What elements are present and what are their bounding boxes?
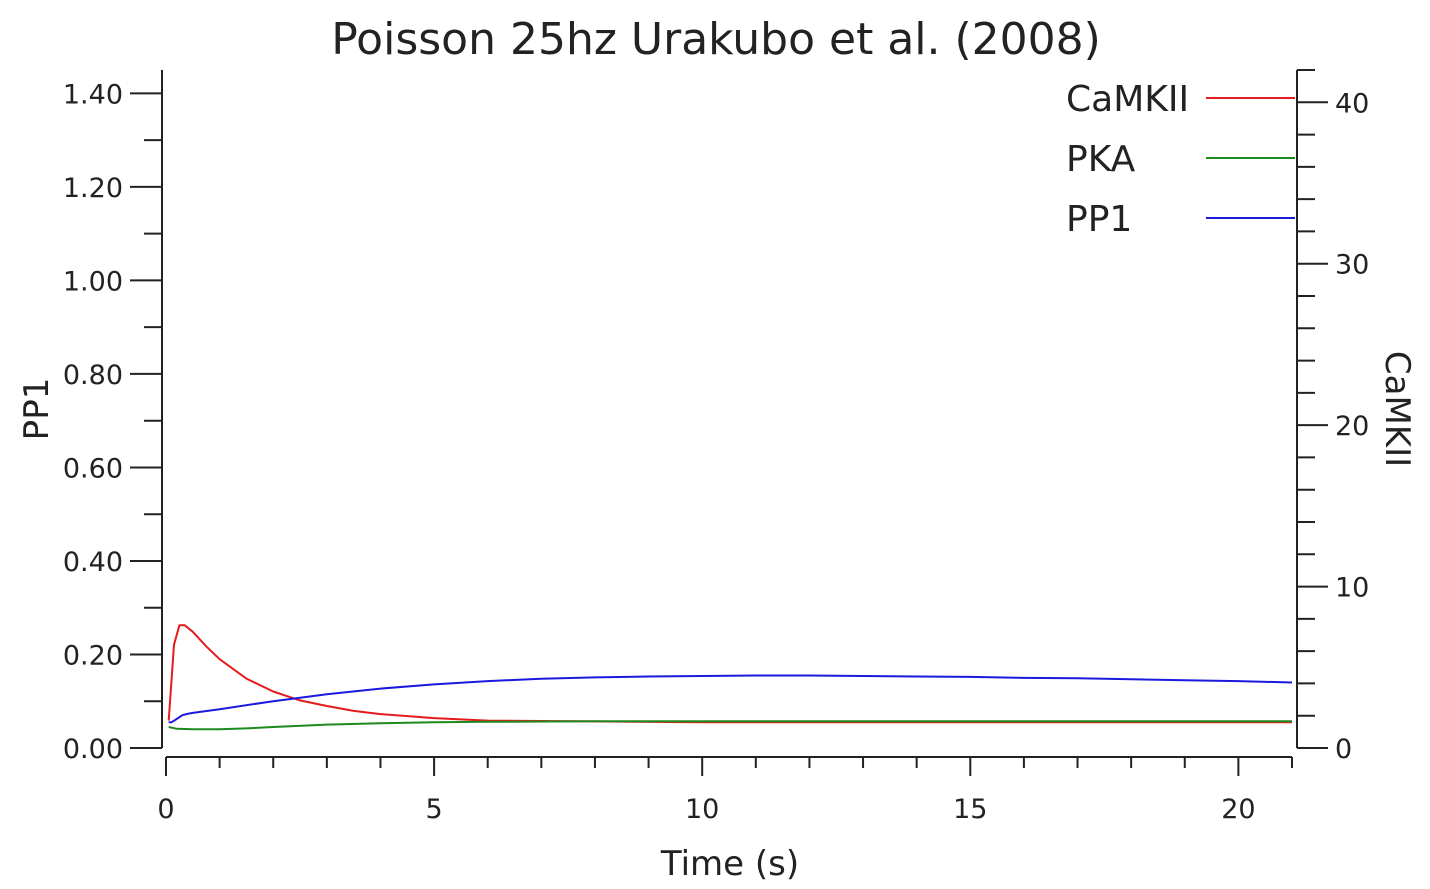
x-axis-ticks: 0 5 10 15 20 [157, 757, 1293, 825]
left-tick-label: 0.00 [63, 734, 123, 765]
chart-title: Poisson 25hz Urakubo et al. (2008) [331, 14, 1101, 65]
plot-lines [167, 624, 1293, 731]
legend-label-pp1: PP1 [1066, 199, 1132, 240]
series-line-pka [168, 720, 1292, 731]
left-tick-label: 1.20 [63, 173, 123, 204]
right-tick-label: 30 [1335, 250, 1369, 281]
right-tick-label: 20 [1335, 411, 1369, 442]
x-tick-label: 0 [157, 794, 174, 825]
series-line-pp1 [168, 674, 1293, 724]
left-tick-label: 0.20 [63, 640, 123, 671]
x-axis-label: Time (s) [660, 844, 799, 884]
legend-label-camkii: CaMKII [1066, 79, 1189, 120]
right-tick-label: 10 [1335, 573, 1369, 604]
right-y-axis-label: CaMKII [1377, 351, 1417, 467]
x-tick-label: 20 [1221, 794, 1255, 825]
legend-label-pka: PKA [1066, 139, 1136, 180]
legend: CaMKII PKA PP1 [1066, 79, 1295, 240]
series-line-camkii [167, 624, 1292, 724]
left-tick-label: 0.40 [63, 547, 123, 578]
left-y-axis-label: PP1 [17, 378, 57, 441]
right-tick-label: 40 [1335, 88, 1369, 119]
x-tick-label: 5 [426, 794, 443, 825]
left-tick-label: 0.80 [63, 360, 123, 391]
left-tick-label: 1.40 [63, 79, 123, 110]
left-tick-label: 0.60 [63, 453, 123, 484]
left-tick-label: 1.00 [63, 266, 123, 297]
right-tick-label: 0 [1335, 734, 1352, 765]
x-tick-label: 10 [685, 794, 719, 825]
left-y-axis-ticks: 0.00 0.20 0.40 0.60 0.80 1.00 1.20 1.40 [63, 79, 162, 765]
x-tick-label: 15 [953, 794, 987, 825]
right-y-axis-ticks: 0 10 20 30 40 [1297, 69, 1369, 765]
